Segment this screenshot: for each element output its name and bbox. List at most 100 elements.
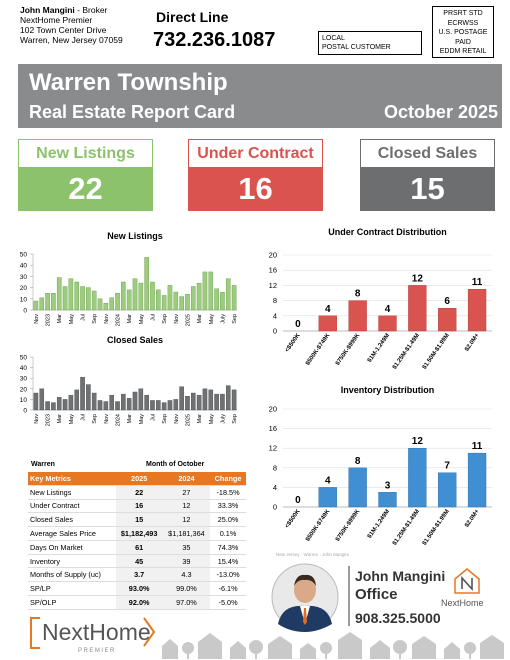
table-cell: -5.0% [210, 595, 246, 610]
bar [167, 400, 173, 411]
bar [68, 278, 74, 311]
x-tick-label: 2023 [46, 314, 52, 326]
bar [56, 277, 62, 311]
stat-box: Under Contract 16 [188, 139, 323, 211]
bar [86, 287, 91, 311]
column-header: Change [210, 472, 246, 486]
y-tick-label: 4 [273, 311, 277, 320]
metrics-table: Key Metrics 2025 2024 Change New Listings 22 2… [28, 472, 246, 610]
banner: Warren Township Real Estate Report Card … [18, 64, 502, 128]
x-tick-label: $1.25M-$1.49M [392, 333, 421, 371]
data-label: 12 [412, 436, 424, 447]
data-label: 6 [444, 296, 450, 307]
table-head: Warren Month of October [28, 458, 246, 473]
footer-logo: NextHome [42, 619, 151, 645]
bar [220, 291, 225, 311]
table-cell: Under Contract [28, 499, 116, 514]
bar [220, 393, 225, 411]
bar [318, 487, 337, 508]
bar [115, 401, 120, 411]
x-tick-label: <$500K [284, 332, 301, 353]
x-tick-label: $1.50M-$1.99M [422, 509, 451, 547]
bar [196, 282, 202, 311]
data-label: 8 [355, 289, 361, 300]
stat-label: New Listings [36, 145, 135, 162]
bar [150, 400, 155, 411]
sender: John Mangini - Broker NextHome Premier 1… [20, 5, 123, 45]
table-cell: 45 [115, 554, 163, 569]
x-tick-label: May [139, 314, 145, 325]
table-row: Average Sales Price $1,182,493 $1,181,364 0… [28, 526, 246, 541]
bar [39, 297, 45, 311]
y-tick-label: 0 [23, 408, 27, 415]
bar [150, 281, 155, 311]
bar [126, 398, 132, 411]
table-cell: 15.4% [210, 554, 246, 569]
sender-name: John Mangini [20, 5, 75, 15]
x-tick-label: Sep [232, 314, 238, 324]
data-label: 12 [412, 273, 424, 284]
stat-value: 22 [19, 167, 152, 211]
bar [138, 282, 144, 311]
x-tick-label: 2024 [116, 414, 122, 426]
bar [348, 467, 367, 508]
bar [33, 300, 39, 311]
table-cell: New Listings [28, 485, 116, 500]
x-tick-label: Jul [150, 314, 156, 321]
bar [202, 388, 208, 411]
bar [86, 384, 91, 411]
stat-label: Closed Sales [377, 145, 478, 162]
table-row: Under Contract 16 12 33.3% [28, 499, 246, 514]
table-cell: Inventory [28, 554, 116, 569]
bar [91, 392, 97, 411]
column-header: 2025 [115, 472, 163, 486]
stat-box: New Listings 22 [18, 139, 153, 211]
x-tick-label: Sep [92, 314, 98, 324]
x-tick-label: July [220, 414, 226, 424]
x-tick-label: $1M-1.249M [367, 333, 391, 364]
table-cell: 61 [115, 540, 163, 555]
bar [208, 389, 214, 411]
bar [97, 298, 103, 311]
bar [214, 288, 219, 311]
sender-street: 102 Town Center Drive [20, 25, 107, 35]
bar [190, 392, 196, 411]
bar [144, 257, 149, 311]
y-tick-label: 10 [20, 296, 28, 303]
x-tick-label: 2023 [46, 414, 52, 426]
bar [225, 385, 231, 411]
chart-title: Under Contract Distribution [328, 227, 447, 237]
x-tick-label: Mar [57, 314, 63, 324]
column-header: 2024 [162, 472, 211, 486]
bar [348, 300, 367, 332]
y-tick-label: 50 [20, 252, 28, 259]
bar [179, 296, 184, 311]
bar [231, 285, 237, 311]
x-tick-label: Sep [162, 314, 168, 324]
y-tick-label: 20 [20, 285, 28, 292]
stat-value: 16 [189, 167, 322, 211]
bar [202, 271, 208, 311]
data-label: 4 [325, 475, 331, 486]
table-cell: 74.3% [210, 540, 246, 555]
bar [378, 315, 397, 332]
y-tick-label: 40 [20, 365, 28, 372]
y-tick-label: 0 [23, 308, 27, 315]
table-row: SP/LP 93.0% 99.0% -6.1% [28, 581, 246, 597]
bar [190, 286, 196, 311]
x-tick-label: Mar [127, 414, 133, 424]
postage-line: PAID [455, 38, 471, 46]
y-tick-label: 50 [20, 355, 28, 362]
bar [167, 285, 173, 311]
x-tick-label: May [209, 314, 215, 325]
table-cell: 25.0% [210, 512, 246, 528]
table-row: Days On Market 61 35 74.3% [28, 540, 246, 555]
bar [103, 303, 109, 311]
bar [185, 396, 190, 411]
bar [39, 388, 45, 411]
x-tick-label: $750K-$999K [335, 332, 362, 367]
x-tick-label: $2.0M+ [464, 332, 481, 352]
bar [45, 401, 50, 411]
table-cell: -6.1% [210, 581, 246, 597]
